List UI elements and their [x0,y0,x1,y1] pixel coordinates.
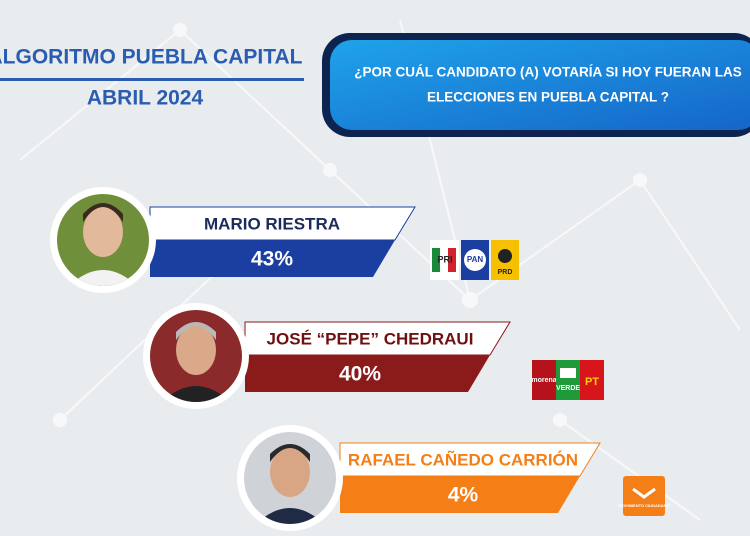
party-label: morena [531,377,556,384]
candidate-percent: 43% [251,248,293,271]
title-rule [0,78,304,81]
date: ABRIL 2024 [87,87,204,110]
party-logos: MOVIMIENTO CIUDADANO [618,476,670,516]
result-bar [245,355,490,392]
party-logos: morena VERDE PT [531,360,604,400]
candidate-name: RAFAEL CAÑEDO CARRIÓN [348,449,578,469]
result-bar [150,240,395,277]
party-label: PRD [498,269,513,276]
party-label: PRI [437,254,452,264]
candidate-photo [244,432,336,524]
question-box [330,40,750,130]
party-label: PT [585,376,599,388]
question-line: ¿POR CUÁL CANDIDATO (A) VOTARÍA SI HOY F… [354,65,742,80]
party-label: VERDE [556,385,580,392]
candidate-photo [150,310,242,402]
candidate-name: MARIO RIESTRA [204,214,340,233]
candidate-photo [57,194,149,286]
title: ALGORITMO PUEBLA CAPITAL [0,46,303,69]
party-logos: PRI PAN PRD [430,240,519,280]
result-bar [340,476,580,513]
party-label: PAN [467,255,484,264]
question-line: ELECCIONES EN PUEBLA CAPITAL ? [427,90,669,105]
party-label: MOVIMIENTO CIUDADANO [618,503,669,508]
candidate-percent: 4% [448,484,479,507]
candidate-percent: 40% [339,363,381,386]
candidate-name: JOSÉ “PEPE” CHEDRAUI [267,329,474,348]
